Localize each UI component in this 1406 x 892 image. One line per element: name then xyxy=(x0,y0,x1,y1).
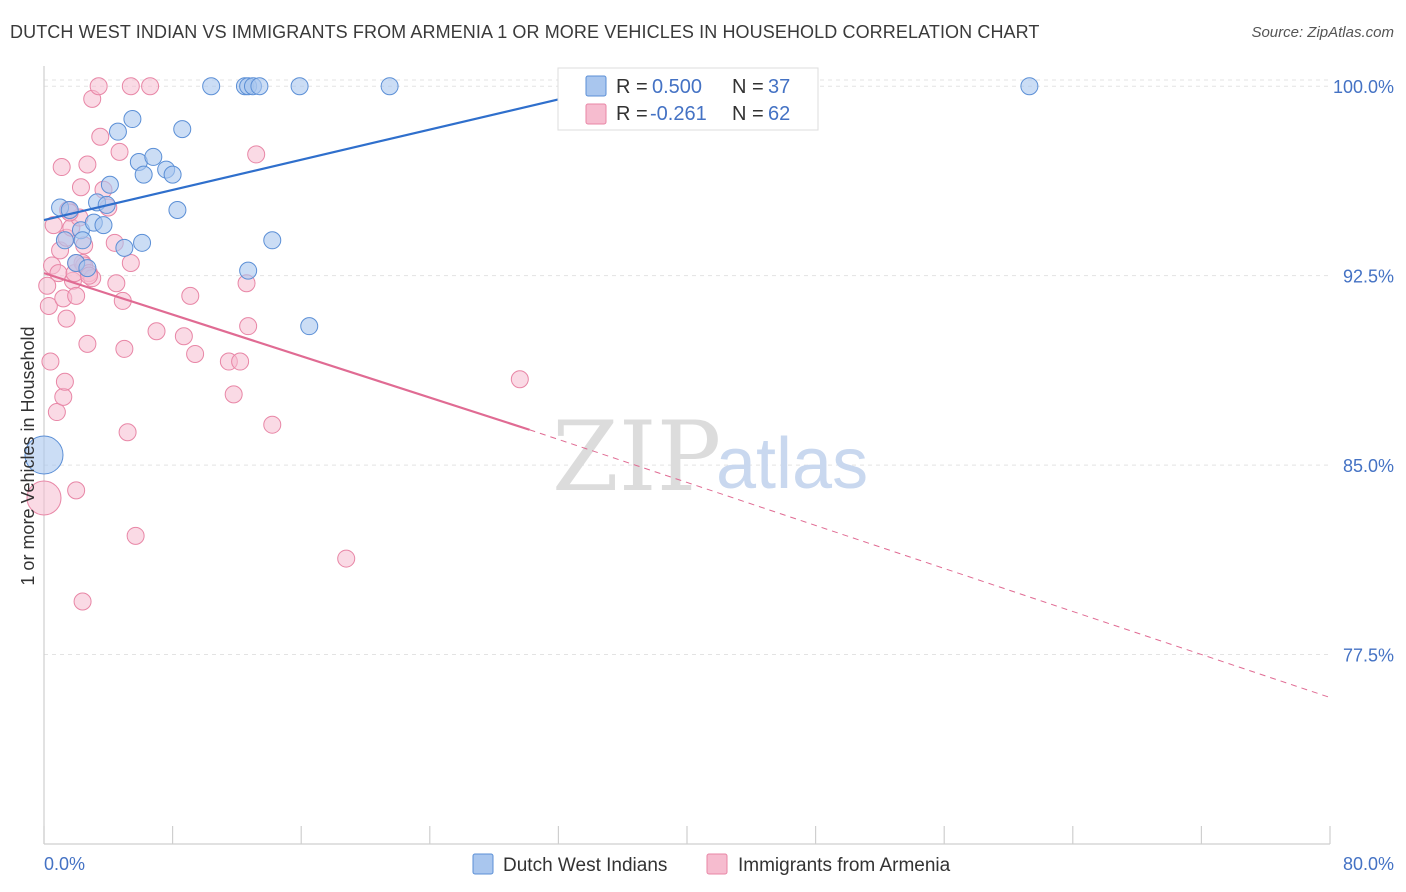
armenia-point xyxy=(224,385,243,404)
armenia-point xyxy=(118,423,137,442)
legend-n-label: N = xyxy=(732,103,764,125)
armenia-point xyxy=(174,327,193,346)
armenia-point xyxy=(247,145,266,164)
correlation-legend: R = 0.500 N = 37 R = -0.261 N = 62 xyxy=(557,67,819,131)
dutch-west-indians-point xyxy=(144,147,163,166)
y-tick-label: 100.0% xyxy=(1333,77,1394,97)
source-credit: Source: ZipAtlas.com xyxy=(1251,24,1394,41)
legend-swatch-blue xyxy=(585,75,607,97)
armenia-point xyxy=(147,322,166,341)
x-tick-label: 80.0% xyxy=(1343,854,1394,874)
dutch-west-indians-point xyxy=(94,216,113,235)
armenia-point xyxy=(239,317,258,336)
series-armenia-points xyxy=(26,77,529,611)
armenia-point xyxy=(57,309,76,328)
armenia-point xyxy=(115,339,134,358)
dutch-west-indians-point xyxy=(133,233,152,252)
dutch-west-indians-point xyxy=(73,231,92,250)
dutch-west-indians-point xyxy=(173,120,192,139)
armenia-point xyxy=(55,372,74,391)
series-dutch-west-indians-points xyxy=(24,77,1039,475)
armenia-point xyxy=(110,142,129,161)
armenia-point xyxy=(47,403,66,422)
armenia-point xyxy=(41,352,60,371)
armenia-point xyxy=(107,274,126,293)
dutch-west-indians-point xyxy=(263,231,282,250)
armenia-point xyxy=(181,286,200,305)
dutch-west-indians-trend-line xyxy=(43,85,615,222)
dutch-west-indians-point xyxy=(168,200,187,219)
armenia-point xyxy=(126,526,145,545)
armenia-point xyxy=(121,77,140,96)
legend-n-value: 62 xyxy=(768,103,790,125)
dutch-west-indians-point xyxy=(24,435,64,475)
legend-label-dutch-west-indians: Dutch West Indians xyxy=(503,855,667,876)
armenia-point xyxy=(71,178,90,197)
armenia-trend-line-extended xyxy=(529,429,1331,698)
legend-r-label: R = xyxy=(616,103,648,125)
watermark: ZIP atlas xyxy=(552,401,868,513)
y-tick-labels: 77.5% 85.0% 92.5% 100.0% xyxy=(1333,77,1394,665)
legend-swatch-pink xyxy=(585,103,607,125)
dutch-west-indians-point xyxy=(1020,77,1039,96)
armenia-point xyxy=(73,592,92,611)
legend-swatch-armenia xyxy=(706,853,728,875)
dutch-west-indians-point xyxy=(108,122,127,141)
armenia-point xyxy=(121,254,140,273)
armenia-point xyxy=(91,127,110,146)
dutch-west-indians-point xyxy=(115,238,134,257)
y-tick-label: 85.0% xyxy=(1343,456,1394,476)
armenia-point xyxy=(52,158,71,177)
dutch-west-indians-point xyxy=(239,261,258,280)
chart-title: DUTCH WEST INDIAN VS IMMIGRANTS FROM ARM… xyxy=(10,22,1040,42)
armenia-point xyxy=(186,344,205,363)
armenia-point xyxy=(44,216,63,235)
y-tick-label: 92.5% xyxy=(1343,267,1394,287)
armenia-point xyxy=(67,286,86,305)
armenia-point xyxy=(39,296,58,315)
dutch-west-indians-point xyxy=(380,77,399,96)
dutch-west-indians-point xyxy=(250,77,269,96)
watermark-zip: ZIP xyxy=(552,401,721,513)
dutch-west-indians-point xyxy=(202,77,221,96)
armenia-point xyxy=(67,481,86,500)
armenia-point xyxy=(38,276,57,295)
armenia-point xyxy=(89,77,108,96)
armenia-point xyxy=(78,155,97,174)
armenia-point xyxy=(54,387,73,406)
legend-r-value: -0.261 xyxy=(650,103,707,125)
armenia-point xyxy=(263,415,282,434)
x-tick-label: 0.0% xyxy=(44,854,85,874)
x-tick-labels: 0.0% 80.0% xyxy=(44,854,1394,874)
trend-lines xyxy=(43,85,1331,698)
legend-label-armenia: Immigrants from Armenia xyxy=(738,855,951,876)
armenia-point xyxy=(78,334,97,353)
watermark-atlas: atlas xyxy=(716,424,868,504)
armenia-point xyxy=(231,352,250,371)
dutch-west-indians-point xyxy=(163,165,182,184)
dutch-west-indians-point xyxy=(78,259,97,278)
legend-n-value: 37 xyxy=(768,76,790,98)
dutch-west-indians-point xyxy=(134,165,153,184)
dutch-west-indians-point xyxy=(100,175,119,194)
y-tick-label: 77.5% xyxy=(1343,646,1394,666)
armenia-point xyxy=(337,549,356,568)
legend-r-value: 0.500 xyxy=(652,76,702,98)
legend-swatch-dutch-west-indians xyxy=(472,853,494,875)
armenia-trend-line xyxy=(43,272,530,431)
y-axis-label: 1 or more Vehicles in Household xyxy=(18,326,38,585)
legend-r-label: R = xyxy=(616,76,648,98)
legend-n-label: N = xyxy=(732,76,764,98)
dutch-west-indians-point xyxy=(290,77,309,96)
dutch-west-indians-point xyxy=(300,317,319,336)
armenia-point xyxy=(26,480,62,516)
armenia-point xyxy=(510,370,529,389)
dutch-west-indians-point xyxy=(55,231,74,250)
dutch-west-indians-point xyxy=(123,110,142,129)
armenia-point xyxy=(141,77,160,96)
series-legend: Dutch West Indians Immigrants from Armen… xyxy=(472,853,951,876)
